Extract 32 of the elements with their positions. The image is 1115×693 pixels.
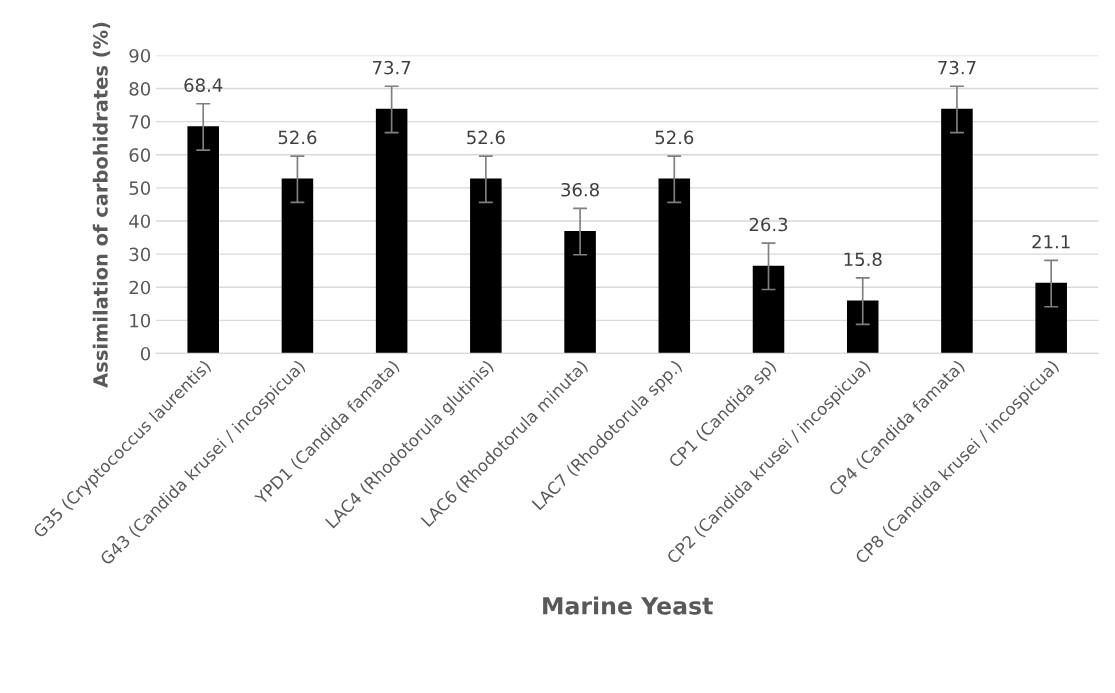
data-label: 52.6	[655, 130, 694, 145]
y-tick-label: 50	[129, 181, 151, 195]
data-label: 52.6	[467, 130, 505, 145]
bar	[941, 108, 973, 354]
y-tick-label: 60	[129, 148, 151, 162]
y-tick-label: 10	[130, 313, 151, 328]
bar	[375, 108, 408, 354]
bar	[281, 178, 314, 354]
bar	[658, 178, 691, 354]
y-tick-label: 30	[129, 247, 151, 262]
y-axis-title: Assimilation of carbohidrates (%)	[92, 22, 111, 388]
data-label: 73.7	[938, 60, 976, 75]
bar	[752, 265, 785, 354]
bar	[187, 126, 219, 354]
data-label: 52.6	[278, 130, 317, 145]
y-tick-label: 0	[140, 346, 151, 361]
data-label: 68.4	[184, 78, 223, 92]
y-tick-label: 90	[129, 48, 151, 63]
data-label: 15.8	[844, 252, 882, 267]
data-label: 73.7	[373, 60, 411, 75]
y-tick-label: 80	[129, 82, 151, 96]
bar	[1035, 282, 1067, 354]
y-tick-label: 20	[129, 280, 151, 295]
data-label: 21.1	[1032, 234, 1070, 249]
bar	[564, 230, 596, 354]
bar	[846, 300, 879, 354]
data-label: 36.8	[561, 182, 599, 197]
x-axis-title: Marine Yeast	[543, 596, 713, 615]
bar	[470, 178, 502, 354]
y-tick-label: 40	[129, 214, 151, 229]
data-label: 26.3	[749, 217, 788, 232]
y-tick-label: 70	[129, 115, 151, 129]
